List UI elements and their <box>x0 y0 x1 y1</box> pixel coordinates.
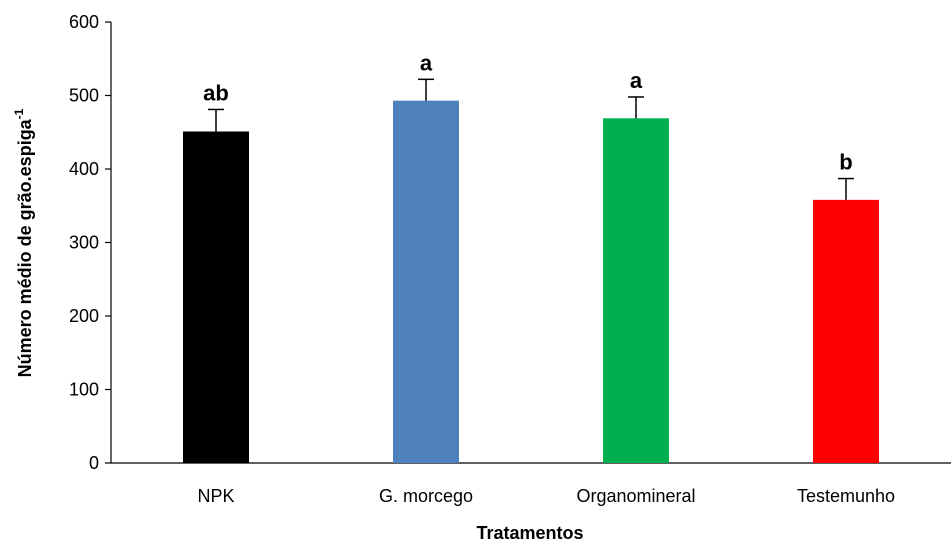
x-tick-label: G. morcego <box>379 486 473 506</box>
y-axis: 0 100 200 300 400 500 600 <box>69 12 112 473</box>
y-tick-label: 100 <box>69 380 99 400</box>
y-axis-title-main: Número médio de grão.espiga <box>15 118 35 377</box>
x-tick-label: Testemunho <box>797 486 895 506</box>
y-tick-label: 400 <box>69 159 99 179</box>
y-axis-title-superscript: -1 <box>12 108 26 119</box>
y-axis-title: Número médio de grão.espiga-1 <box>12 108 35 377</box>
y-tick-label: 0 <box>89 453 99 473</box>
bar-g-morcego <box>393 100 459 464</box>
bar-testemunho <box>813 199 879 463</box>
y-tick-label: 200 <box>69 306 99 326</box>
bar-organomineral <box>603 118 669 463</box>
bars <box>183 100 879 464</box>
y-tick-label: 600 <box>69 12 99 32</box>
x-tick-label: Organomineral <box>576 486 695 506</box>
x-axis-title: Tratamentos <box>476 523 583 543</box>
significance-letter: a <box>420 50 433 75</box>
significance-letter: b <box>839 150 852 175</box>
significance-letter: ab <box>203 80 229 105</box>
error-bars <box>208 78 854 200</box>
bar-npk <box>183 131 249 463</box>
y-tick-label: 300 <box>69 233 99 253</box>
y-tick-label: 500 <box>69 86 99 106</box>
significance-letter: a <box>630 68 643 93</box>
x-axis: NPK G. morcego Organomineral Testemunho <box>111 462 951 506</box>
x-tick-label: NPK <box>197 486 234 506</box>
